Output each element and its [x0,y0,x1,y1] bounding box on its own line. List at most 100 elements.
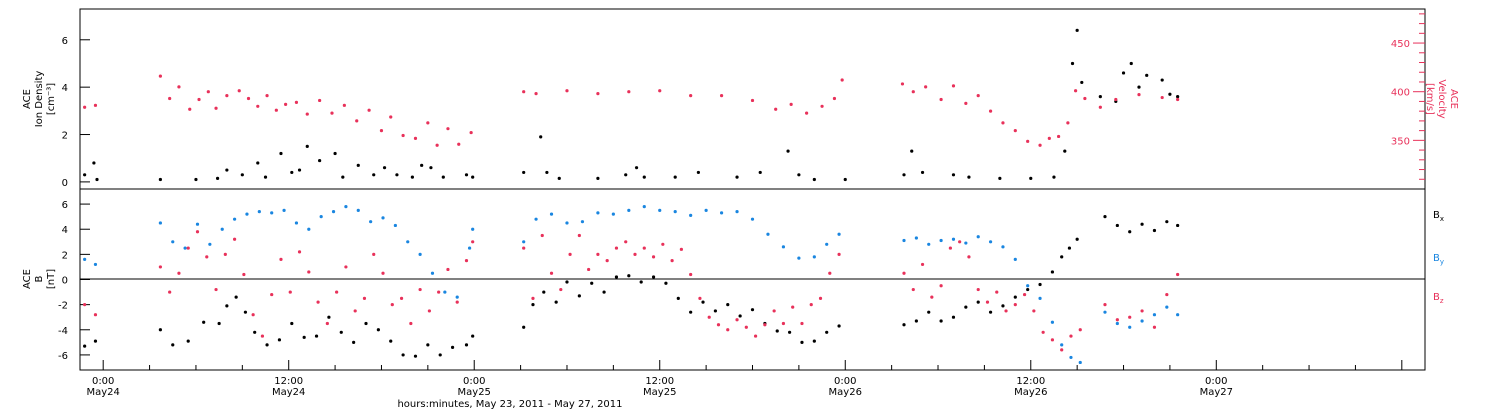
data-point [355,119,359,123]
data-point [580,220,585,224]
data-point [726,328,730,332]
data-point [158,328,162,332]
data-point [696,170,700,175]
data-point [93,313,98,317]
data-point [673,175,677,179]
data-point [545,170,549,175]
density-ylabel-line1: ACE [22,89,33,109]
data-point [186,246,190,250]
data-point [1145,73,1149,77]
density-y-axis: 0 2 4 6 [62,36,90,189]
data-point [900,82,905,86]
data-point [243,310,248,314]
density-ylabel-line2: Ion Density [34,71,45,128]
data-point [325,321,329,326]
x-tick-time: 12:00 [645,376,674,387]
data-point [1103,303,1107,307]
data-point [279,257,283,261]
data-point [772,309,776,313]
data-point [840,78,844,82]
data-point [951,84,956,88]
data-point [1060,343,1064,347]
data-point [446,127,450,131]
data-point [307,227,311,231]
legend-bx: Bx [1433,210,1444,223]
data-point [344,204,348,209]
data-point [634,166,639,170]
data-point [735,318,739,322]
data-point [624,173,628,177]
data-point [719,211,724,215]
data-point [664,281,668,285]
data-point [964,101,968,105]
data-point [701,300,705,304]
data-point [522,170,526,175]
data-point [750,308,755,312]
data-point [1137,85,1141,89]
data-point [1140,309,1144,313]
data-point [713,309,717,313]
data-point [1176,272,1180,277]
b-tick-label: -2 [58,301,68,312]
data-point [205,255,209,259]
data-point [828,271,832,275]
velocity-ylabel-line2: Velocity [1436,79,1447,118]
data-point [1152,313,1157,317]
data-point [302,335,306,339]
data-point [781,321,786,326]
data-point [539,135,543,139]
data-point [1075,237,1079,241]
density-tick-label: 4 [62,83,68,94]
b-ylabel-line3: [nT] [46,269,57,289]
data-point [406,240,410,244]
data-point [177,271,181,275]
data-point [614,275,619,279]
data-point [195,230,200,234]
data-point [471,240,475,244]
data-point [565,280,569,284]
data-point [389,115,393,119]
b-field-y-axis: -6 -4 -2 0 2 4 6 [58,200,90,362]
data-point [786,149,790,153]
x-axis-label: hours:minutes, May 23, 2011 - May 27, 20… [397,399,622,410]
data-point [651,255,656,259]
data-point [1103,215,1107,219]
data-point [367,108,371,112]
data-point [920,262,925,267]
data-point [246,96,251,101]
data-point [274,108,278,112]
data-point [92,161,96,165]
data-point [627,208,631,212]
x-tick-day: May25 [643,387,676,398]
data-point [679,247,683,251]
data-point [1038,296,1042,300]
data-point [1029,176,1033,180]
data-point [376,328,380,332]
data-point [939,238,943,243]
data-point [327,315,331,319]
data-point [988,109,993,113]
data-point [401,353,405,357]
data-point [455,295,459,299]
data-point [1038,143,1042,147]
data-point [707,315,711,319]
b-legend: Bx By Bz [1433,210,1444,305]
data-point [399,296,404,300]
data-point [206,90,210,94]
velocity-tick-label: 400 [1391,88,1410,99]
data-point [624,240,628,244]
data-point [920,170,925,175]
data-point [344,265,348,269]
data-point [522,246,526,250]
data-point [158,221,162,225]
data-point [232,217,237,221]
data-point [1165,305,1169,309]
data-point [369,220,373,224]
data-point [843,177,847,182]
data-point [335,290,339,294]
data-point [1114,97,1118,102]
x-tick-day: May24 [272,387,305,398]
x-tick-day: May26 [829,387,862,398]
data-point [307,270,311,274]
data-point [83,344,87,348]
